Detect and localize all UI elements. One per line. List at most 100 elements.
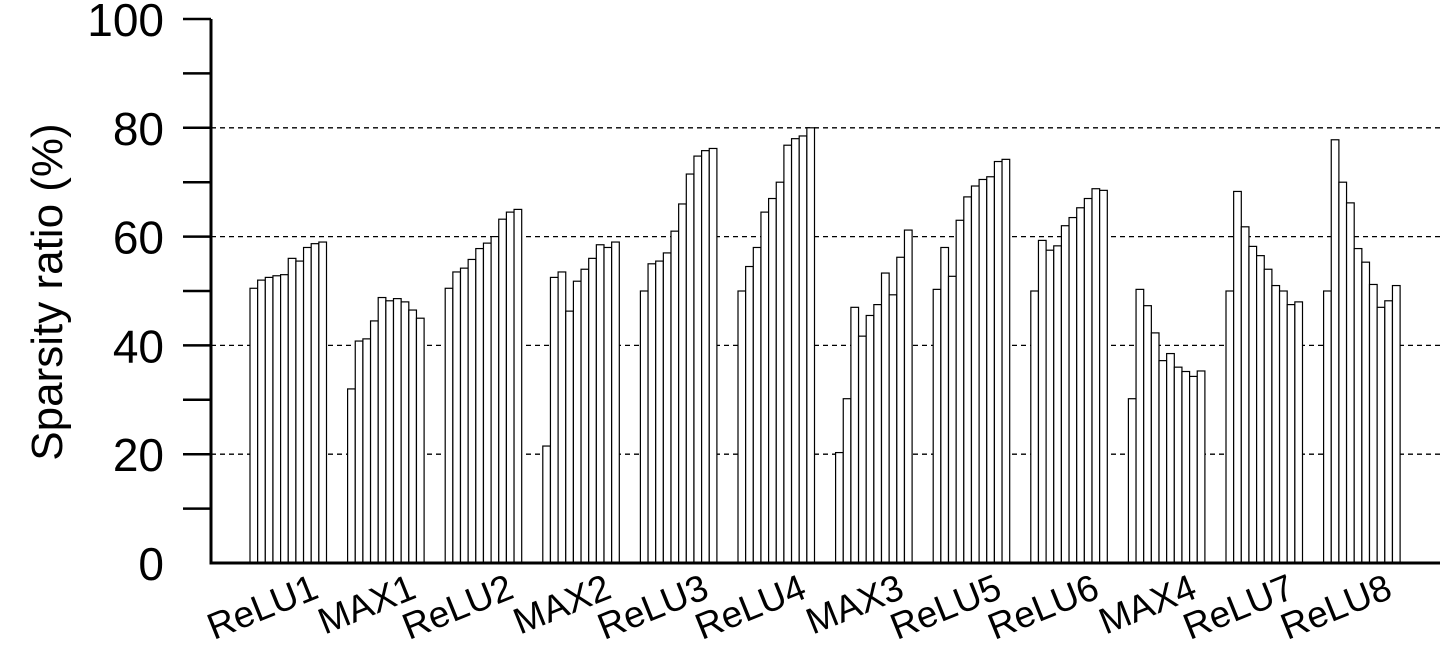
bar-relu5-3 (947, 275, 957, 564)
bar-max4-1 (1127, 398, 1137, 564)
bar-relu1-10 (318, 241, 328, 564)
bar-max1-3 (362, 338, 372, 564)
bar-max1-1 (347, 388, 356, 564)
bar-relu5-6 (970, 185, 980, 564)
bar-relu1-8 (302, 246, 312, 564)
bar-max4-6 (1166, 352, 1175, 564)
bar-max3-9 (896, 256, 906, 564)
bar-relu1-4 (272, 275, 282, 564)
bar-relu2-3 (459, 267, 469, 564)
bar-max2-4 (565, 310, 575, 564)
bar-relu2-1 (444, 287, 454, 564)
bar-max2-2 (549, 276, 559, 564)
bar-relu1-9 (310, 243, 320, 564)
bar-relu7-10 (1294, 301, 1304, 564)
bar-relu6-7 (1076, 207, 1085, 564)
bar-relu6-1 (1030, 290, 1040, 564)
bar-max1-8 (400, 301, 410, 564)
bar-relu8-3 (1338, 181, 1348, 564)
bar-relu2-6 (482, 242, 492, 564)
bar-max2-8 (595, 244, 605, 564)
bar-relu3-4 (662, 252, 672, 564)
bar-max2-3 (557, 271, 567, 564)
bar-relu6-6 (1068, 216, 1078, 564)
bar-relu6-2 (1037, 239, 1047, 564)
bar-relu3-6 (678, 203, 687, 564)
bar-relu3-8 (693, 155, 703, 564)
bar-max3-5 (865, 314, 875, 564)
bar-relu5-10 (1001, 158, 1011, 564)
bar-relu4-1 (737, 290, 747, 564)
bar-relu6-10 (1099, 189, 1108, 564)
bar-relu4-9 (798, 135, 808, 564)
bar-relu6-9 (1091, 188, 1101, 564)
y-tick-labels: 0 20 40 60 80 100 (87, 0, 164, 590)
bar-relu1-3 (264, 276, 274, 564)
bar-relu8-7 (1368, 283, 1378, 564)
bar-max3-6 (873, 304, 883, 564)
bar-relu7-2 (1233, 190, 1242, 564)
bar-max4-2 (1135, 288, 1145, 564)
bar-relu1-7 (295, 260, 305, 564)
y-tick-label-100: 100 (87, 0, 164, 46)
bar-relu1-6 (287, 257, 297, 564)
bar-max3-10 (903, 229, 913, 564)
bar-relu4-3 (752, 246, 762, 564)
grid-lines (211, 127, 1440, 455)
bar-max1-10 (415, 317, 425, 564)
bar-relu2-8 (498, 218, 508, 564)
bar-relu2-10 (513, 208, 523, 564)
bar-relu1-2 (257, 279, 266, 564)
bar-max2-9 (603, 246, 613, 564)
bar-relu8-8 (1376, 306, 1386, 564)
bar-max1-2 (354, 340, 364, 564)
bar-relu7-3 (1240, 226, 1250, 564)
bar-relu3-1 (639, 290, 649, 564)
bar-max2-6 (580, 268, 590, 564)
bar-relu7-9 (1286, 304, 1296, 564)
bar-max4-10 (1196, 370, 1206, 564)
bar-max1-4 (369, 320, 379, 564)
bar-max4-9 (1188, 375, 1198, 564)
bar-relu4-10 (806, 127, 816, 564)
x-tick-label-relu1: ReLU1 (201, 566, 323, 647)
bar-relu3-7 (685, 173, 695, 564)
bar-relu7-7 (1271, 284, 1281, 564)
bar-max1-7 (392, 298, 402, 564)
bar-relu2-5 (475, 247, 485, 564)
bar-max4-5 (1158, 360, 1168, 564)
bar-relu7-5 (1255, 255, 1265, 564)
x-tick-label-relu6: ReLU6 (982, 566, 1104, 647)
bar-max3-4 (857, 335, 867, 564)
bar-relu4-4 (760, 211, 770, 564)
bar-relu2-9 (505, 211, 515, 564)
x-tick-label-relu2: ReLU2 (397, 566, 519, 647)
y-tick-label-80: 80 (113, 103, 164, 155)
bar-relu6-8 (1083, 197, 1093, 564)
bar-relu3-9 (700, 150, 710, 564)
bar-relu4-7 (783, 144, 793, 564)
bar-relu2-4 (467, 258, 477, 564)
y-tick-label-40: 40 (113, 320, 164, 372)
bar-relu6-3 (1045, 249, 1055, 564)
bar-relu4-8 (790, 138, 800, 564)
bar-relu7-1 (1225, 290, 1235, 564)
x-tick-labels: ReLU1MAX1ReLU2MAX2ReLU3ReLU4MAX3ReLU5ReL… (201, 566, 1397, 647)
bar-relu5-7 (978, 178, 988, 564)
bar-relu7-6 (1263, 268, 1273, 564)
bar-relu5-1 (932, 288, 942, 564)
bar-max2-10 (611, 241, 620, 564)
x-tick-label-relu4: ReLU4 (689, 566, 811, 647)
bar-max1-6 (385, 300, 395, 564)
bar-relu5-2 (940, 246, 950, 564)
bar-max3-2 (842, 398, 852, 564)
y-tick-label-0: 0 (138, 538, 164, 590)
bar-relu7-4 (1248, 245, 1258, 564)
bar-max3-7 (880, 272, 890, 564)
bar-relu8-4 (1345, 202, 1355, 564)
bar-relu5-5 (963, 196, 973, 564)
bar-max4-7 (1173, 366, 1183, 564)
bar-relu3-10 (708, 147, 718, 564)
bar-relu1-1 (249, 287, 259, 564)
